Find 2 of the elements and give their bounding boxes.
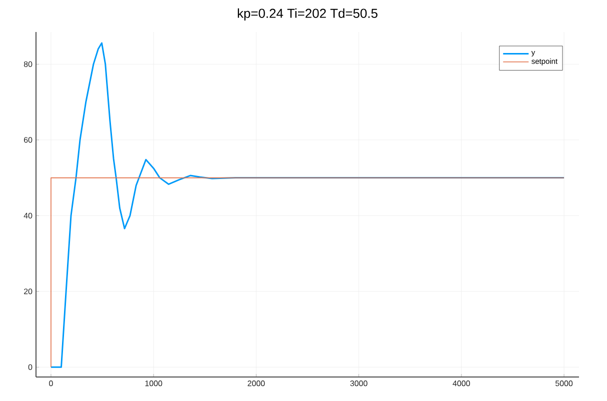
line-series [50, 42, 565, 368]
chart-title: kp=0.24 Ti=202 Td=50.5 [238, 8, 378, 20]
